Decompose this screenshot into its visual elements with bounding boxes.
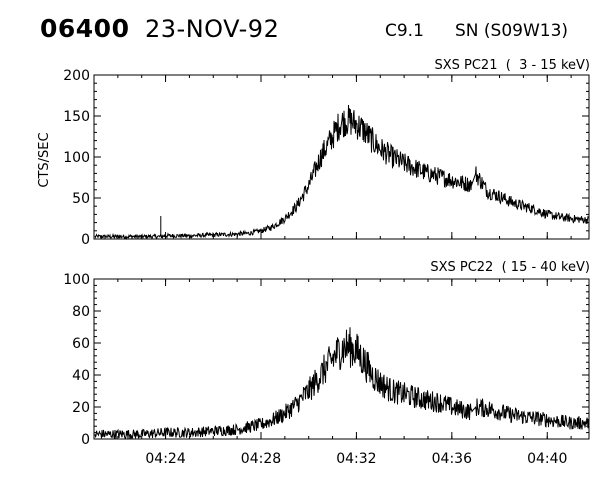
y-tick-label: 0 (81, 432, 90, 448)
y-tick-label: 150 (63, 109, 90, 125)
y-tick-label: 20 (72, 400, 90, 416)
y-axis-label: CTS/SEC (37, 132, 52, 187)
y-tick-label: 100 (63, 272, 90, 288)
plot-frame-pc21 (93, 74, 590, 240)
flare-class: C9.1 (385, 21, 424, 41)
x-tick-label: 04:28 (241, 451, 281, 467)
x-tick-label: 04:36 (432, 451, 472, 467)
y-tick-label: 40 (72, 368, 90, 384)
x-tick-label: 04:24 (145, 451, 185, 467)
y-tick-label: 0 (81, 232, 90, 248)
panel-title-pc21: SXS PC21 ( 3 - 15 keV) (434, 58, 590, 73)
event-number: 06400 (40, 14, 130, 43)
flare-location: SN (S09W13) (455, 21, 569, 41)
x-tick-label: 04:40 (527, 451, 567, 467)
y-tick-label: 60 (72, 336, 90, 352)
y-tick-label: 100 (63, 150, 90, 166)
series-line-pc21 (94, 104, 589, 241)
panel-pc21: SXS PC21 ( 3 - 15 keV) CTS/SEC 0 50 100 150… (37, 58, 590, 248)
y-tick-label: 200 (63, 68, 90, 84)
series-line-pc22 (94, 327, 589, 440)
panel-title-pc22: SXS PC22 ( 15 - 40 keV) (430, 260, 590, 275)
x-tick-label: 04:32 (336, 451, 376, 467)
panel-pc22: SXS PC22 ( 15 - 40 keV) 0 20 40 60 80 100 04:… (63, 260, 590, 467)
y-tick-label: 50 (72, 191, 90, 207)
event-date: 23-NOV-92 (145, 15, 280, 43)
y-tick-label: 80 (72, 304, 90, 320)
plot-frame-pc22 (93, 278, 590, 440)
